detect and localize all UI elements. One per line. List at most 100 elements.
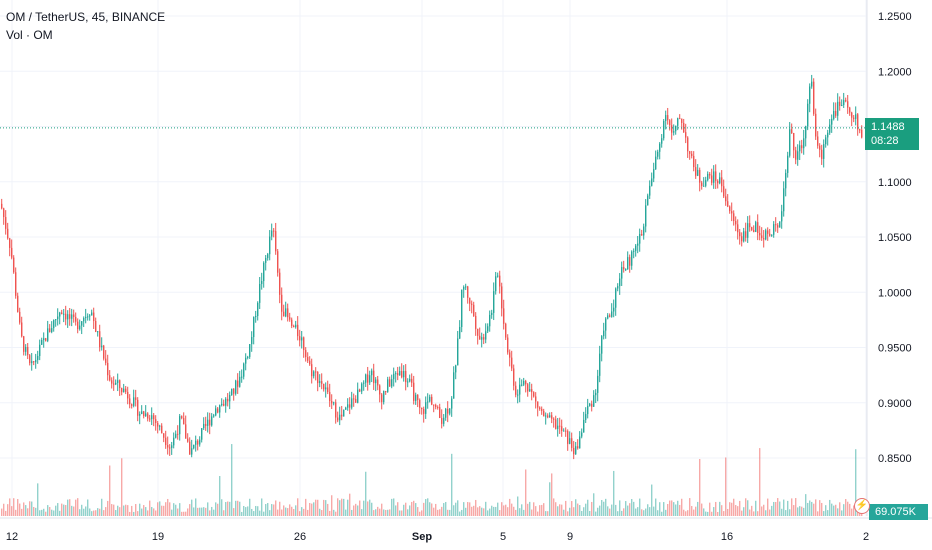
candle-body (681, 118, 683, 123)
candle-body (473, 304, 475, 316)
volume-bar (723, 511, 725, 516)
volume-bar (71, 505, 73, 516)
volume-bar (671, 500, 673, 516)
candle-body (759, 233, 761, 236)
candle-body (67, 314, 69, 320)
volume-bar (583, 507, 585, 516)
candle-body (355, 398, 357, 403)
volume-bar (29, 501, 31, 516)
candle-body (259, 284, 261, 303)
volume-bar (313, 502, 315, 516)
candle-body (33, 361, 35, 363)
volume-bar (553, 498, 555, 516)
candle-body (271, 230, 273, 237)
volume-bar (855, 449, 857, 516)
candle-body (95, 321, 97, 332)
volume-bar (453, 505, 455, 516)
volume-bar (223, 510, 225, 516)
volume-bar (461, 509, 463, 516)
volume-bar (363, 500, 365, 516)
candle-body (581, 432, 583, 437)
candle-body (779, 221, 781, 228)
lightning-bolt-icon[interactable]: ⚡ (854, 498, 870, 514)
volume-bar (127, 505, 129, 516)
volume-bar (373, 510, 375, 516)
volume-bar (289, 504, 291, 516)
volume-bar (581, 510, 583, 516)
volume-bar (77, 498, 79, 516)
volume-bar (205, 507, 207, 516)
candle-body (667, 115, 669, 121)
volume-bar (451, 453, 453, 516)
volume-bar (663, 502, 665, 516)
candle-body (189, 441, 191, 455)
volume-bar (149, 500, 151, 516)
candle-body (631, 251, 633, 266)
volume-bar (397, 502, 399, 516)
volume-bar (129, 511, 131, 516)
volume-bar (215, 502, 217, 516)
volume-bar (423, 502, 425, 516)
y-tick-label: 0.9500 (878, 343, 912, 355)
volume-bar (485, 501, 487, 516)
candle-body (61, 312, 63, 315)
volume-bar (277, 509, 279, 516)
candle-body (707, 173, 709, 181)
volume-bar (763, 504, 765, 516)
volume-bar (45, 511, 47, 516)
candle-body (815, 113, 817, 137)
volume-bar (469, 502, 471, 516)
candle-body (523, 380, 525, 385)
candle-body (341, 414, 343, 417)
candle-body (419, 399, 421, 408)
volume-bar (355, 503, 357, 516)
volume-bar (293, 509, 295, 516)
candle-body (121, 388, 123, 393)
volume-bar (457, 500, 459, 516)
volume-bar (237, 500, 239, 516)
volume-bar (147, 510, 149, 516)
volume-bar (611, 504, 613, 516)
x-tick-label: 26 (294, 531, 306, 543)
candle-body (621, 267, 623, 279)
volume-bar (39, 510, 41, 516)
volume-bar (95, 510, 97, 516)
candle-body (703, 185, 705, 187)
volume-bar (347, 499, 349, 516)
candle-body (645, 205, 647, 227)
candle-body (157, 422, 159, 427)
candle-body (603, 330, 605, 337)
candle-body (393, 373, 395, 380)
candle-body (325, 387, 327, 390)
candle-body (613, 307, 615, 312)
candle-body (427, 401, 429, 403)
candle-body (819, 145, 821, 150)
candle-body (411, 378, 413, 383)
candle-body (585, 414, 587, 420)
candle-body (191, 448, 193, 455)
candle-body (83, 318, 85, 322)
volume-bar (161, 505, 163, 516)
volume-bar (307, 509, 309, 516)
volume-bar (389, 509, 391, 516)
candle-body (503, 308, 505, 324)
candle-body (651, 178, 653, 186)
candle-body (505, 323, 507, 338)
candle-body (539, 407, 541, 409)
candle-body (215, 408, 217, 416)
candle-body (239, 376, 241, 387)
candle-body (331, 401, 333, 404)
volume-bar (603, 501, 605, 516)
x-tick-label: 2 (863, 531, 869, 543)
volume-bar (673, 502, 675, 516)
volume-bar (707, 511, 709, 516)
volume-bar (511, 503, 513, 516)
volume-bar (211, 506, 213, 516)
candle-body (783, 188, 785, 212)
volume-bar (179, 503, 181, 516)
volume-bar (185, 511, 187, 516)
volume-bar (25, 505, 27, 516)
candle-body (453, 372, 455, 399)
volume-bar (131, 505, 133, 516)
